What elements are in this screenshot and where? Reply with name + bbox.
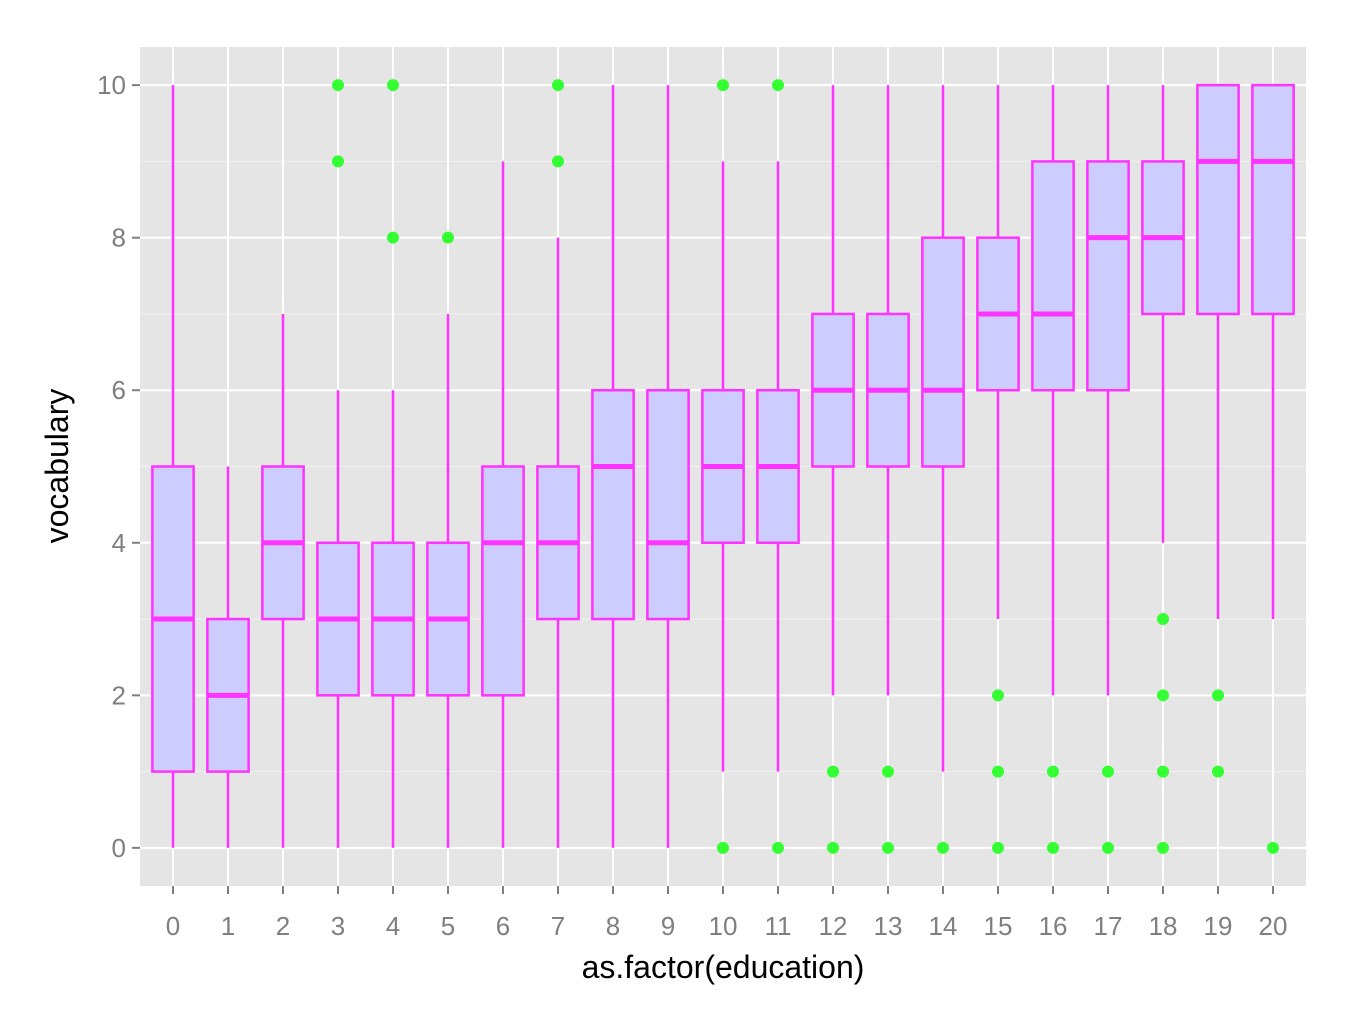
x-tick-label: 6 bbox=[496, 911, 510, 941]
box-iqr bbox=[481, 465, 525, 697]
y-tick-label: 8 bbox=[112, 223, 126, 253]
box-iqr bbox=[921, 236, 965, 468]
box-20 bbox=[1251, 83, 1295, 620]
outlier-point bbox=[1157, 689, 1169, 702]
x-tick-label: 16 bbox=[1039, 911, 1068, 941]
x-tick-label: 14 bbox=[929, 911, 958, 941]
outlier-point bbox=[1157, 841, 1169, 854]
outlier-point bbox=[1267, 841, 1279, 854]
box-15 bbox=[976, 85, 1020, 620]
box-17 bbox=[1086, 85, 1130, 696]
x-tick-label: 19 bbox=[1204, 911, 1233, 941]
outlier-point bbox=[992, 689, 1004, 702]
outlier-point bbox=[552, 155, 564, 168]
x-tick-label: 20 bbox=[1259, 911, 1288, 941]
y-tick-label: 4 bbox=[112, 528, 126, 558]
box-6 bbox=[481, 161, 525, 848]
x-tick-label: 3 bbox=[331, 911, 345, 941]
x-tick-label: 4 bbox=[386, 911, 400, 941]
box-13 bbox=[866, 85, 910, 696]
outlier-point bbox=[1102, 765, 1114, 778]
outlier-point bbox=[1047, 765, 1059, 778]
outlier-point bbox=[1047, 841, 1059, 854]
box-0 bbox=[151, 85, 195, 848]
box-2 bbox=[261, 313, 305, 848]
y-axis-title: vocabulary bbox=[39, 389, 75, 544]
box-iqr bbox=[1031, 160, 1075, 392]
box-1 bbox=[206, 466, 250, 848]
box-9 bbox=[646, 85, 690, 848]
x-axis-title: as.factor(education) bbox=[582, 949, 865, 985]
y-tick-label: 0 bbox=[112, 833, 126, 863]
y-tick-label: 6 bbox=[112, 375, 126, 405]
y-tick-label: 2 bbox=[112, 680, 126, 710]
box-19 bbox=[1196, 83, 1240, 620]
x-tick-label: 0 bbox=[166, 911, 180, 941]
y-tick-label: 10 bbox=[97, 70, 126, 100]
box-5 bbox=[426, 313, 470, 848]
x-tick-label: 11 bbox=[765, 911, 792, 941]
x-tick-label: 12 bbox=[819, 911, 848, 941]
box-14 bbox=[921, 85, 965, 772]
y-axis: 0 2 4 6 8 10 bbox=[97, 70, 140, 863]
outlier-point bbox=[772, 79, 784, 92]
x-tick-label: 13 bbox=[874, 911, 903, 941]
outlier-point bbox=[332, 79, 344, 92]
box-18 bbox=[1141, 85, 1185, 543]
outlier-point bbox=[827, 765, 839, 778]
box-iqr bbox=[591, 388, 635, 621]
box-7 bbox=[536, 237, 580, 848]
outlier-point bbox=[827, 841, 839, 854]
outlier-point bbox=[717, 841, 729, 854]
outlier-point bbox=[1102, 841, 1114, 854]
outlier-point bbox=[332, 155, 344, 168]
outlier-point bbox=[1157, 613, 1169, 626]
x-tick-label: 7 bbox=[551, 911, 565, 941]
box-iqr bbox=[1196, 83, 1240, 316]
outlier-point bbox=[1212, 689, 1224, 702]
x-tick-label: 10 bbox=[709, 911, 738, 941]
outlier-point bbox=[387, 231, 399, 244]
outlier-point bbox=[882, 765, 894, 778]
box-8 bbox=[591, 85, 635, 848]
outlier-point bbox=[1157, 765, 1169, 778]
x-tick-label: 2 bbox=[276, 911, 290, 941]
box-iqr bbox=[646, 388, 690, 621]
box-3 bbox=[316, 390, 360, 848]
box-iqr bbox=[1251, 83, 1295, 316]
x-tick-label: 17 bbox=[1094, 911, 1123, 941]
box-11 bbox=[756, 161, 800, 772]
outlier-point bbox=[992, 765, 1004, 778]
outlier-point bbox=[882, 841, 894, 854]
outlier-point bbox=[387, 79, 399, 92]
x-tick-label: 9 bbox=[661, 911, 675, 941]
boxes bbox=[151, 83, 1295, 848]
box-4 bbox=[371, 390, 415, 848]
x-tick-label: 18 bbox=[1149, 911, 1178, 941]
box-10 bbox=[701, 161, 745, 772]
outlier-point bbox=[552, 79, 564, 92]
outlier-point bbox=[772, 841, 784, 854]
box-iqr bbox=[1086, 160, 1130, 392]
outlier-point bbox=[442, 231, 454, 244]
outlier-point bbox=[717, 79, 729, 92]
outlier-point bbox=[937, 841, 949, 854]
x-axis: 0 1 2 3 4 5 6 7 8 9 10 11 12 13 14 15 16 17 18 19 20 bbox=[166, 886, 1288, 941]
outlier-point bbox=[992, 841, 1004, 854]
x-tick-label: 5 bbox=[441, 911, 455, 941]
x-tick-label: 1 bbox=[221, 911, 235, 941]
outliers bbox=[332, 79, 1279, 854]
box-12 bbox=[811, 85, 855, 696]
box-16 bbox=[1031, 85, 1075, 696]
outlier-point bbox=[1212, 765, 1224, 778]
x-tick-label: 15 bbox=[984, 911, 1013, 941]
x-tick-label: 8 bbox=[606, 911, 620, 941]
